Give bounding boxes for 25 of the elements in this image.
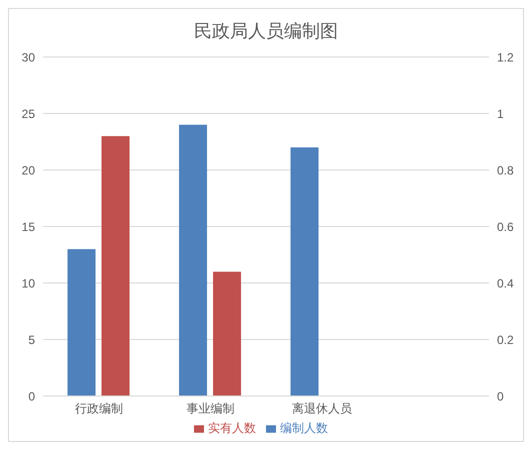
y2-tick-label: 0	[497, 389, 504, 404]
x-tick-label: 离退休人员	[292, 402, 352, 416]
legend-label: 编制人数	[280, 421, 328, 435]
y-tick-label: 0	[28, 389, 36, 404]
y-tick-label: 15	[22, 220, 36, 234]
chart-title: 民政局人员编制图	[193, 20, 339, 43]
x-tick-label: 行政编制	[74, 402, 123, 416]
y-tick-label: 20	[22, 163, 36, 178]
legend-label: 实有人数	[208, 421, 256, 435]
bar	[179, 124, 208, 396]
y2-tick-label: 0.4	[497, 276, 514, 290]
y-tick-label: 5	[28, 332, 36, 347]
x-tick-label: 事业编制	[186, 402, 234, 416]
y-tick-label: 30	[22, 50, 36, 64]
y2-tick-label: 0.6	[497, 220, 514, 234]
y2-tick-label: 1	[497, 106, 504, 121]
y-tick-label: 10	[22, 276, 36, 290]
y2-tick-label: 0.2	[497, 332, 514, 347]
bar	[102, 136, 130, 396]
y2-tick-label: 1.2	[497, 50, 514, 64]
bar	[68, 249, 96, 396]
bar	[213, 272, 242, 396]
y-tick-label: 25	[22, 106, 36, 121]
bar	[290, 147, 319, 396]
y2-tick-label: 0.8	[497, 163, 514, 178]
